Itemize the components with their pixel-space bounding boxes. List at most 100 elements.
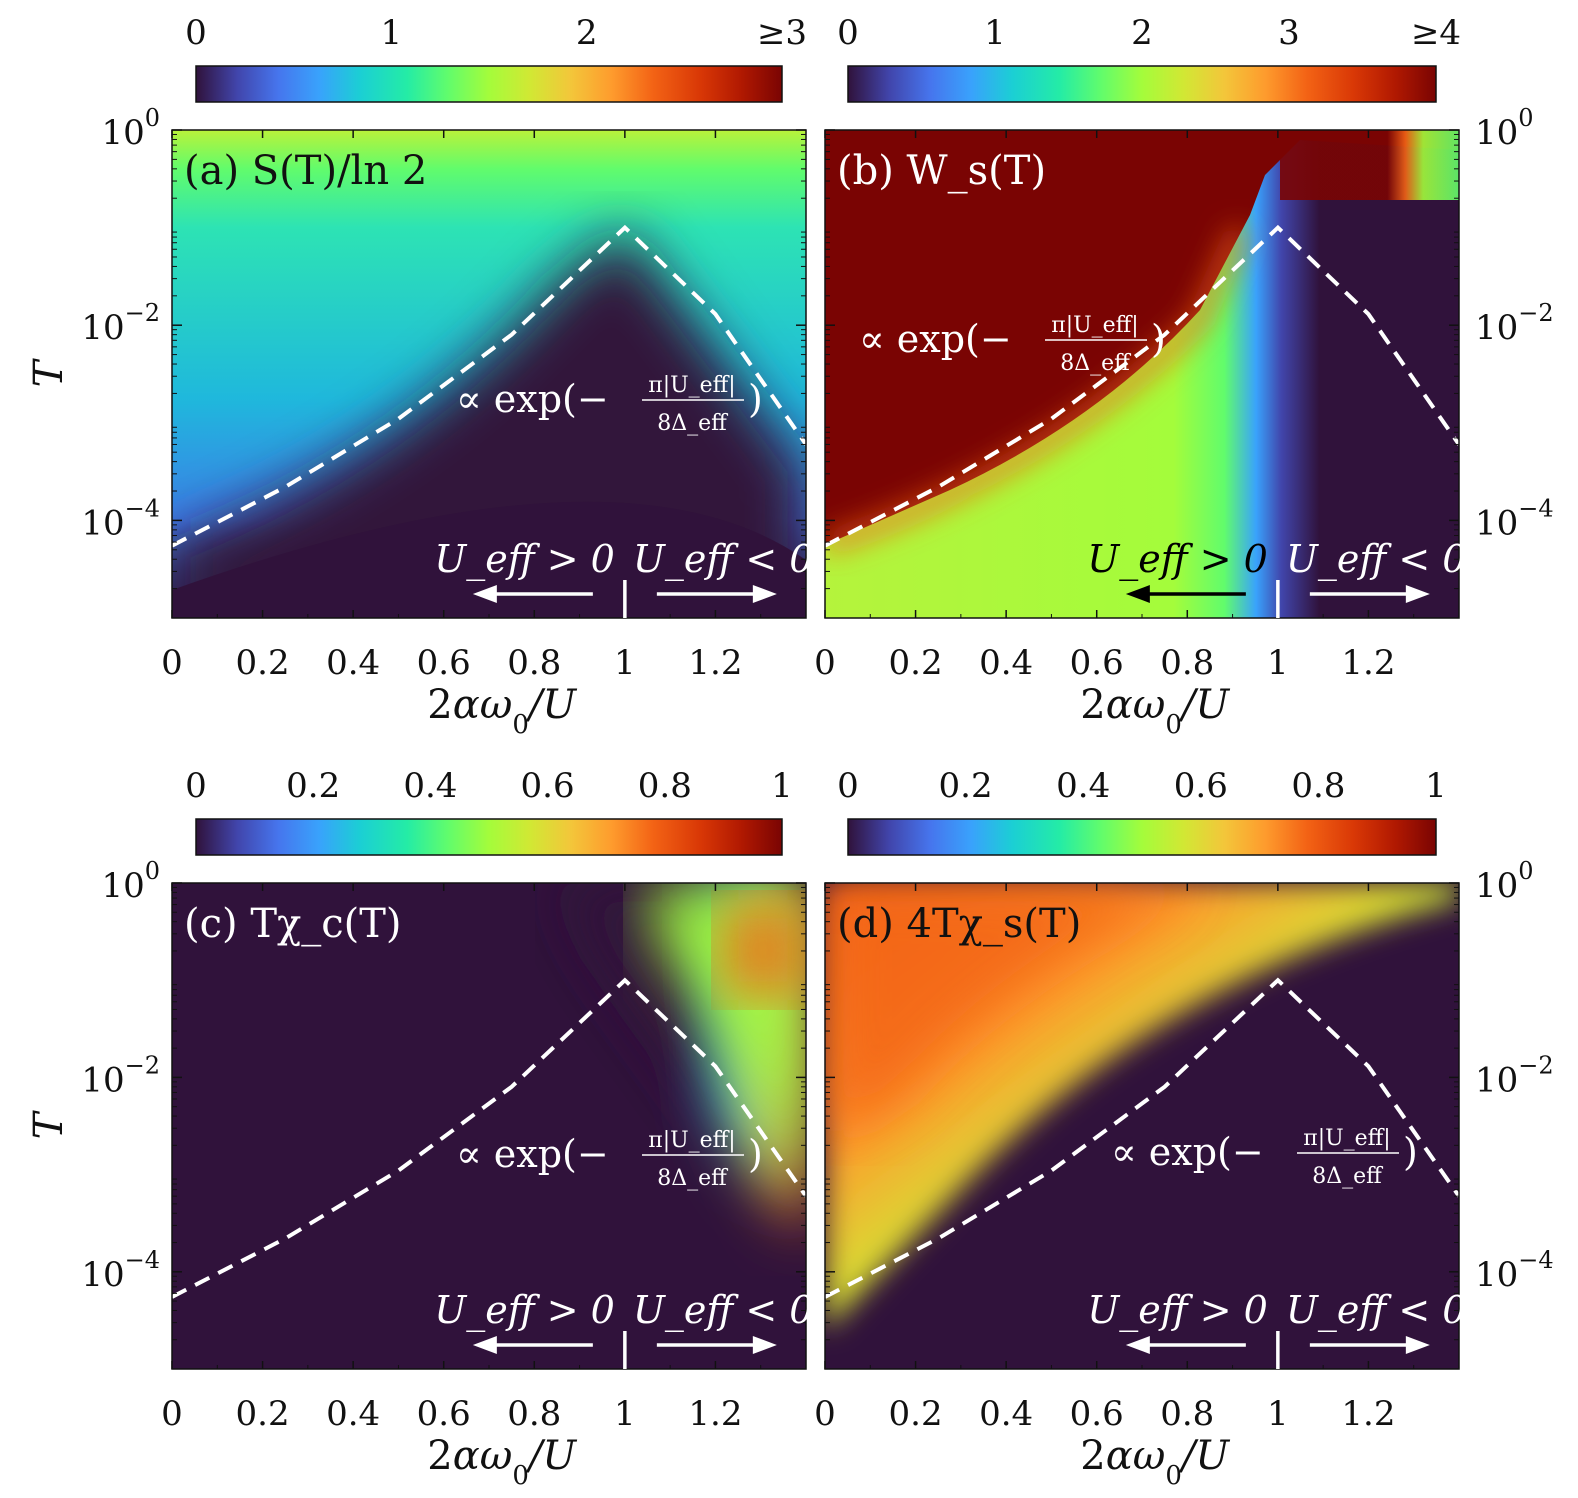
region-label-positive: U_eff > 0 [1087, 537, 1268, 582]
y-tick-label: 10−2 [1475, 1051, 1554, 1100]
region-label-negative: U_eff < 0 [633, 1288, 814, 1333]
heatmap-b [825, 130, 1459, 618]
x-tick-label: 0.2 [889, 1394, 943, 1434]
y-tick-label: 100 [1475, 857, 1534, 906]
x-tick-label: 0.6 [1070, 1394, 1124, 1434]
svg-text:π|U_eff|: π|U_eff| [1303, 1126, 1390, 1151]
colorbar-tick-label: 1 [984, 13, 1006, 53]
y-tick-label: 100 [101, 857, 160, 906]
x-tick-label: 1 [1267, 1394, 1289, 1434]
x-tick-label: 0.4 [326, 1394, 380, 1434]
x-tick-label: 0 [814, 1394, 836, 1434]
y-tick-label: 10−4 [1475, 494, 1554, 543]
svg-text:π|U_eff|: π|U_eff| [1051, 313, 1138, 338]
colorbar-tick-label: 2 [1131, 13, 1153, 53]
x-tick-label: 0 [814, 643, 836, 683]
colorbar [195, 818, 783, 856]
colorbar-tick-label: 0 [837, 13, 859, 53]
x-tick-label: 0.6 [417, 643, 471, 683]
x-tick-label: 1.2 [1341, 1394, 1395, 1434]
x-tick-label: 0.8 [1160, 643, 1214, 683]
svg-text:∝ exp(−: ∝ exp(− [1111, 1130, 1264, 1174]
y-tick-label: 100 [1475, 104, 1534, 153]
colorbar-tick-label: 0 [185, 13, 207, 53]
x-tick-label: 1 [1267, 643, 1289, 683]
x-tick-label: 0.8 [507, 643, 561, 683]
panel-b: 0 1 2 3 ≥4 0 0.2 0.4 0.6 0.8 1 1.2 2αω0/U 100 10−2 10−4… [814, 13, 1553, 740]
y-axis-label: T [26, 357, 72, 387]
x-tick-label: 0.6 [417, 1394, 471, 1434]
panel-title: (b) W_s(T) [837, 148, 1046, 194]
region-label-positive: U_eff > 0 [1087, 1288, 1268, 1333]
x-tick-label: 1 [614, 643, 636, 683]
region-label-negative: U_eff < 0 [633, 537, 814, 582]
y-tick-label: 10−2 [81, 299, 160, 348]
panel-title: (c) Tχ_c(T) [184, 901, 402, 947]
y-tick-label: 10−4 [1475, 1246, 1554, 1295]
x-tick-label: 0.4 [979, 643, 1033, 683]
x-tick-label: 0.2 [889, 643, 943, 683]
exp-annotation: ∝ exp(− π|U_eff| 8Δ_eff) [859, 313, 1166, 376]
panel-a: 0 1 2 ≥3 0 0.2 0.4 0.6 0.8 1 1.2 2αω0/U 100 10−2 10−4 T… [26, 13, 813, 740]
heatmap-d [825, 883, 1459, 1369]
heatmap-a [172, 130, 806, 618]
exp-annotation: ∝ exp(− π|U_eff| 8Δ_eff) [456, 373, 763, 436]
colorbar-tick-label: 0.8 [638, 766, 692, 806]
y-tick-label: 10−2 [81, 1051, 160, 1100]
svg-text:8Δ_eff: 8Δ_eff [657, 411, 728, 436]
x-axis-label: 2αω0/U [427, 1433, 577, 1491]
colorbar-tick-label: 0.2 [939, 766, 993, 806]
x-tick-label: 0.2 [236, 643, 290, 683]
colorbar-tick-label: 0.2 [286, 766, 340, 806]
x-tick-label: 0.6 [1070, 643, 1124, 683]
colorbar-tick-label: 1 [1425, 766, 1447, 806]
boundary-curve [825, 977, 1459, 1299]
panel-c: 0 0.2 0.4 0.6 0.8 1 0 0.2 0.4 0.6 0.8 1 1.2 2αω0/U 100… [26, 766, 813, 1491]
x-tick-label: 0.4 [979, 1394, 1033, 1434]
panel-d: 0 0.2 0.4 0.6 0.8 1 0 0.2 0.4 0.6 0.8 1 1.2 2αω0/U 100… [814, 766, 1553, 1491]
panel-title: (d) 4Tχ_s(T) [837, 901, 1081, 947]
x-axis-label: 2αω0/U [1080, 1433, 1230, 1491]
colorbar [847, 818, 1437, 856]
exp-annotation: ∝ exp(− π|U_eff| 8Δ_eff) [456, 1128, 763, 1191]
colorbar-tick-label: 2 [576, 13, 598, 53]
boundary-curve [825, 224, 1459, 548]
svg-text:8Δ_eff: 8Δ_eff [1060, 351, 1131, 376]
colorbar-tick-label: 0.8 [1291, 766, 1345, 806]
colorbar-tick-label: 0.6 [1174, 766, 1228, 806]
y-axis-label: T [26, 1109, 72, 1139]
panel-title: (a) S(T)/ln 2 [184, 148, 427, 194]
colorbar-tick-label: ≥3 [757, 13, 807, 53]
heatmap-c [172, 883, 806, 1369]
svg-text:8Δ_eff: 8Δ_eff [1312, 1164, 1383, 1189]
y-tick-label: 100 [101, 104, 160, 153]
svg-text:8Δ_eff: 8Δ_eff [657, 1166, 728, 1191]
y-tick-label: 10−4 [81, 494, 160, 543]
x-tick-label: 1 [614, 1394, 636, 1434]
boundary-curve [172, 977, 806, 1299]
exp-annotation: ∝ exp(− π|U_eff| 8Δ_eff) [1111, 1126, 1418, 1189]
svg-text:π|U_eff|: π|U_eff| [648, 1128, 735, 1153]
svg-text:∝ exp(−: ∝ exp(− [456, 1132, 609, 1176]
colorbar-tick-label: 0.6 [521, 766, 575, 806]
x-tick-label: 0 [161, 1394, 183, 1434]
colorbar-tick-label: ≥4 [1411, 13, 1461, 53]
colorbar-tick-label: 1 [771, 766, 793, 806]
colorbar-tick-label: 0.4 [403, 766, 457, 806]
y-tick-label: 10−4 [81, 1246, 160, 1295]
x-tick-label: 0.2 [236, 1394, 290, 1434]
region-label-negative: U_eff < 0 [1286, 1288, 1467, 1333]
x-axis-label: 2αω0/U [1080, 682, 1230, 740]
svg-text:): ) [1151, 317, 1166, 361]
x-tick-label: 1.2 [1341, 643, 1395, 683]
x-tick-label: 1.2 [688, 1394, 742, 1434]
colorbar-tick-label: 3 [1278, 13, 1300, 53]
colorbar-tick-label: 0.4 [1056, 766, 1110, 806]
x-axis-label: 2αω0/U [427, 682, 577, 740]
x-tick-label: 1.2 [688, 643, 742, 683]
region-label-positive: U_eff > 0 [434, 537, 615, 582]
y-tick-label: 10−2 [1475, 299, 1554, 348]
colorbar [847, 65, 1437, 103]
region-label-negative: U_eff < 0 [1286, 537, 1467, 582]
boundary-curve [172, 224, 806, 548]
